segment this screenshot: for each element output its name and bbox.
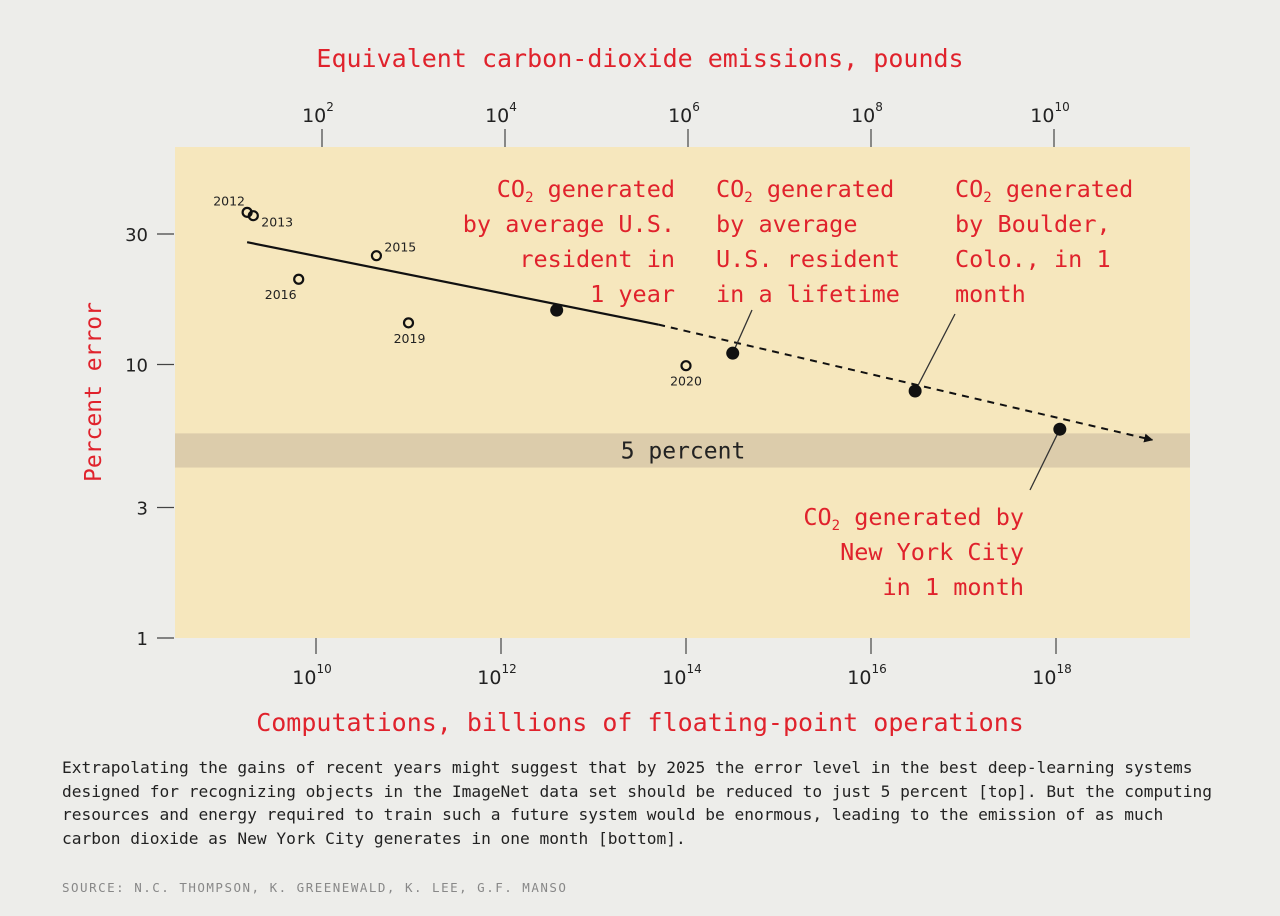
annotation-boulder-month: CO2 generated by Boulder, Colo., in 1 mo… <box>955 175 1134 308</box>
milestone-nyc-month <box>1053 422 1067 436</box>
milestone-boulder-month <box>908 384 922 398</box>
x-tick-label-10: 1010 <box>292 662 331 689</box>
annotation-us-resident-year: CO2 generated by average U.S. resident i… <box>462 175 675 308</box>
x-tick-label-12: 1012 <box>477 662 516 689</box>
leader-nyc-month <box>1029 428 1061 491</box>
top-tick-label-2: 102 <box>302 100 334 127</box>
y-tick-label-30: 30 <box>125 225 148 246</box>
source-credit: SOURCE: N.C. THOMPSON, K. GREENEWALD, K.… <box>62 880 568 895</box>
data-point-2015 <box>370 250 383 262</box>
figure-caption: Extrapolating the gains of recent years … <box>62 758 1212 848</box>
five-percent-band-label: 5 percent <box>621 438 746 464</box>
plot-area <box>175 147 1190 638</box>
data-point-label-2019: 2019 <box>394 331 426 346</box>
x-tick-label-14: 1014 <box>662 662 701 689</box>
data-point-label-2015: 2015 <box>384 240 416 255</box>
y-axis-title: Percent error <box>81 301 107 483</box>
x-tick-label-18: 1018 <box>1032 662 1071 689</box>
top-tick-label-4: 104 <box>485 100 517 127</box>
trend-line-solid <box>246 241 659 326</box>
data-point-label-2016: 2016 <box>265 287 297 302</box>
data-point-label-2013: 2013 <box>261 215 293 230</box>
x-axis-title: Computations, billions of floating-point… <box>256 708 1024 737</box>
trend-line-extrapolated <box>657 323 1154 443</box>
data-point-label-2012: 2012 <box>213 193 245 208</box>
top-axis-title: Equivalent carbon-dioxide emissions, pou… <box>316 44 964 73</box>
data-point-2016 <box>293 273 305 285</box>
y-tick-label-3: 3 <box>137 499 148 520</box>
milestone-us-resident-year <box>550 303 564 317</box>
annotation-us-resident-lifetime: CO2 generated by average U.S. resident i… <box>716 175 900 308</box>
leader-boulder-month <box>914 313 956 392</box>
top-tick-label-10: 1010 <box>1030 100 1069 127</box>
top-tick-label-6: 106 <box>668 100 700 127</box>
data-point-2013 <box>247 210 259 222</box>
leader-us-resident-lifetime <box>732 309 753 354</box>
x-tick-label-16: 1016 <box>847 662 886 689</box>
y-tick-label-1: 1 <box>137 629 148 650</box>
y-tick-label-10: 10 <box>125 356 148 377</box>
data-point-2019 <box>402 317 415 329</box>
five-percent-band <box>175 433 1190 468</box>
annotation-nyc-month: CO2 generated by New York City in 1 mont… <box>803 503 1024 601</box>
data-point-label-2020: 2020 <box>670 374 702 389</box>
top-tick-label-8: 108 <box>851 100 883 127</box>
milestone-us-resident-lifetime <box>726 346 740 360</box>
data-point-2020 <box>680 360 692 372</box>
